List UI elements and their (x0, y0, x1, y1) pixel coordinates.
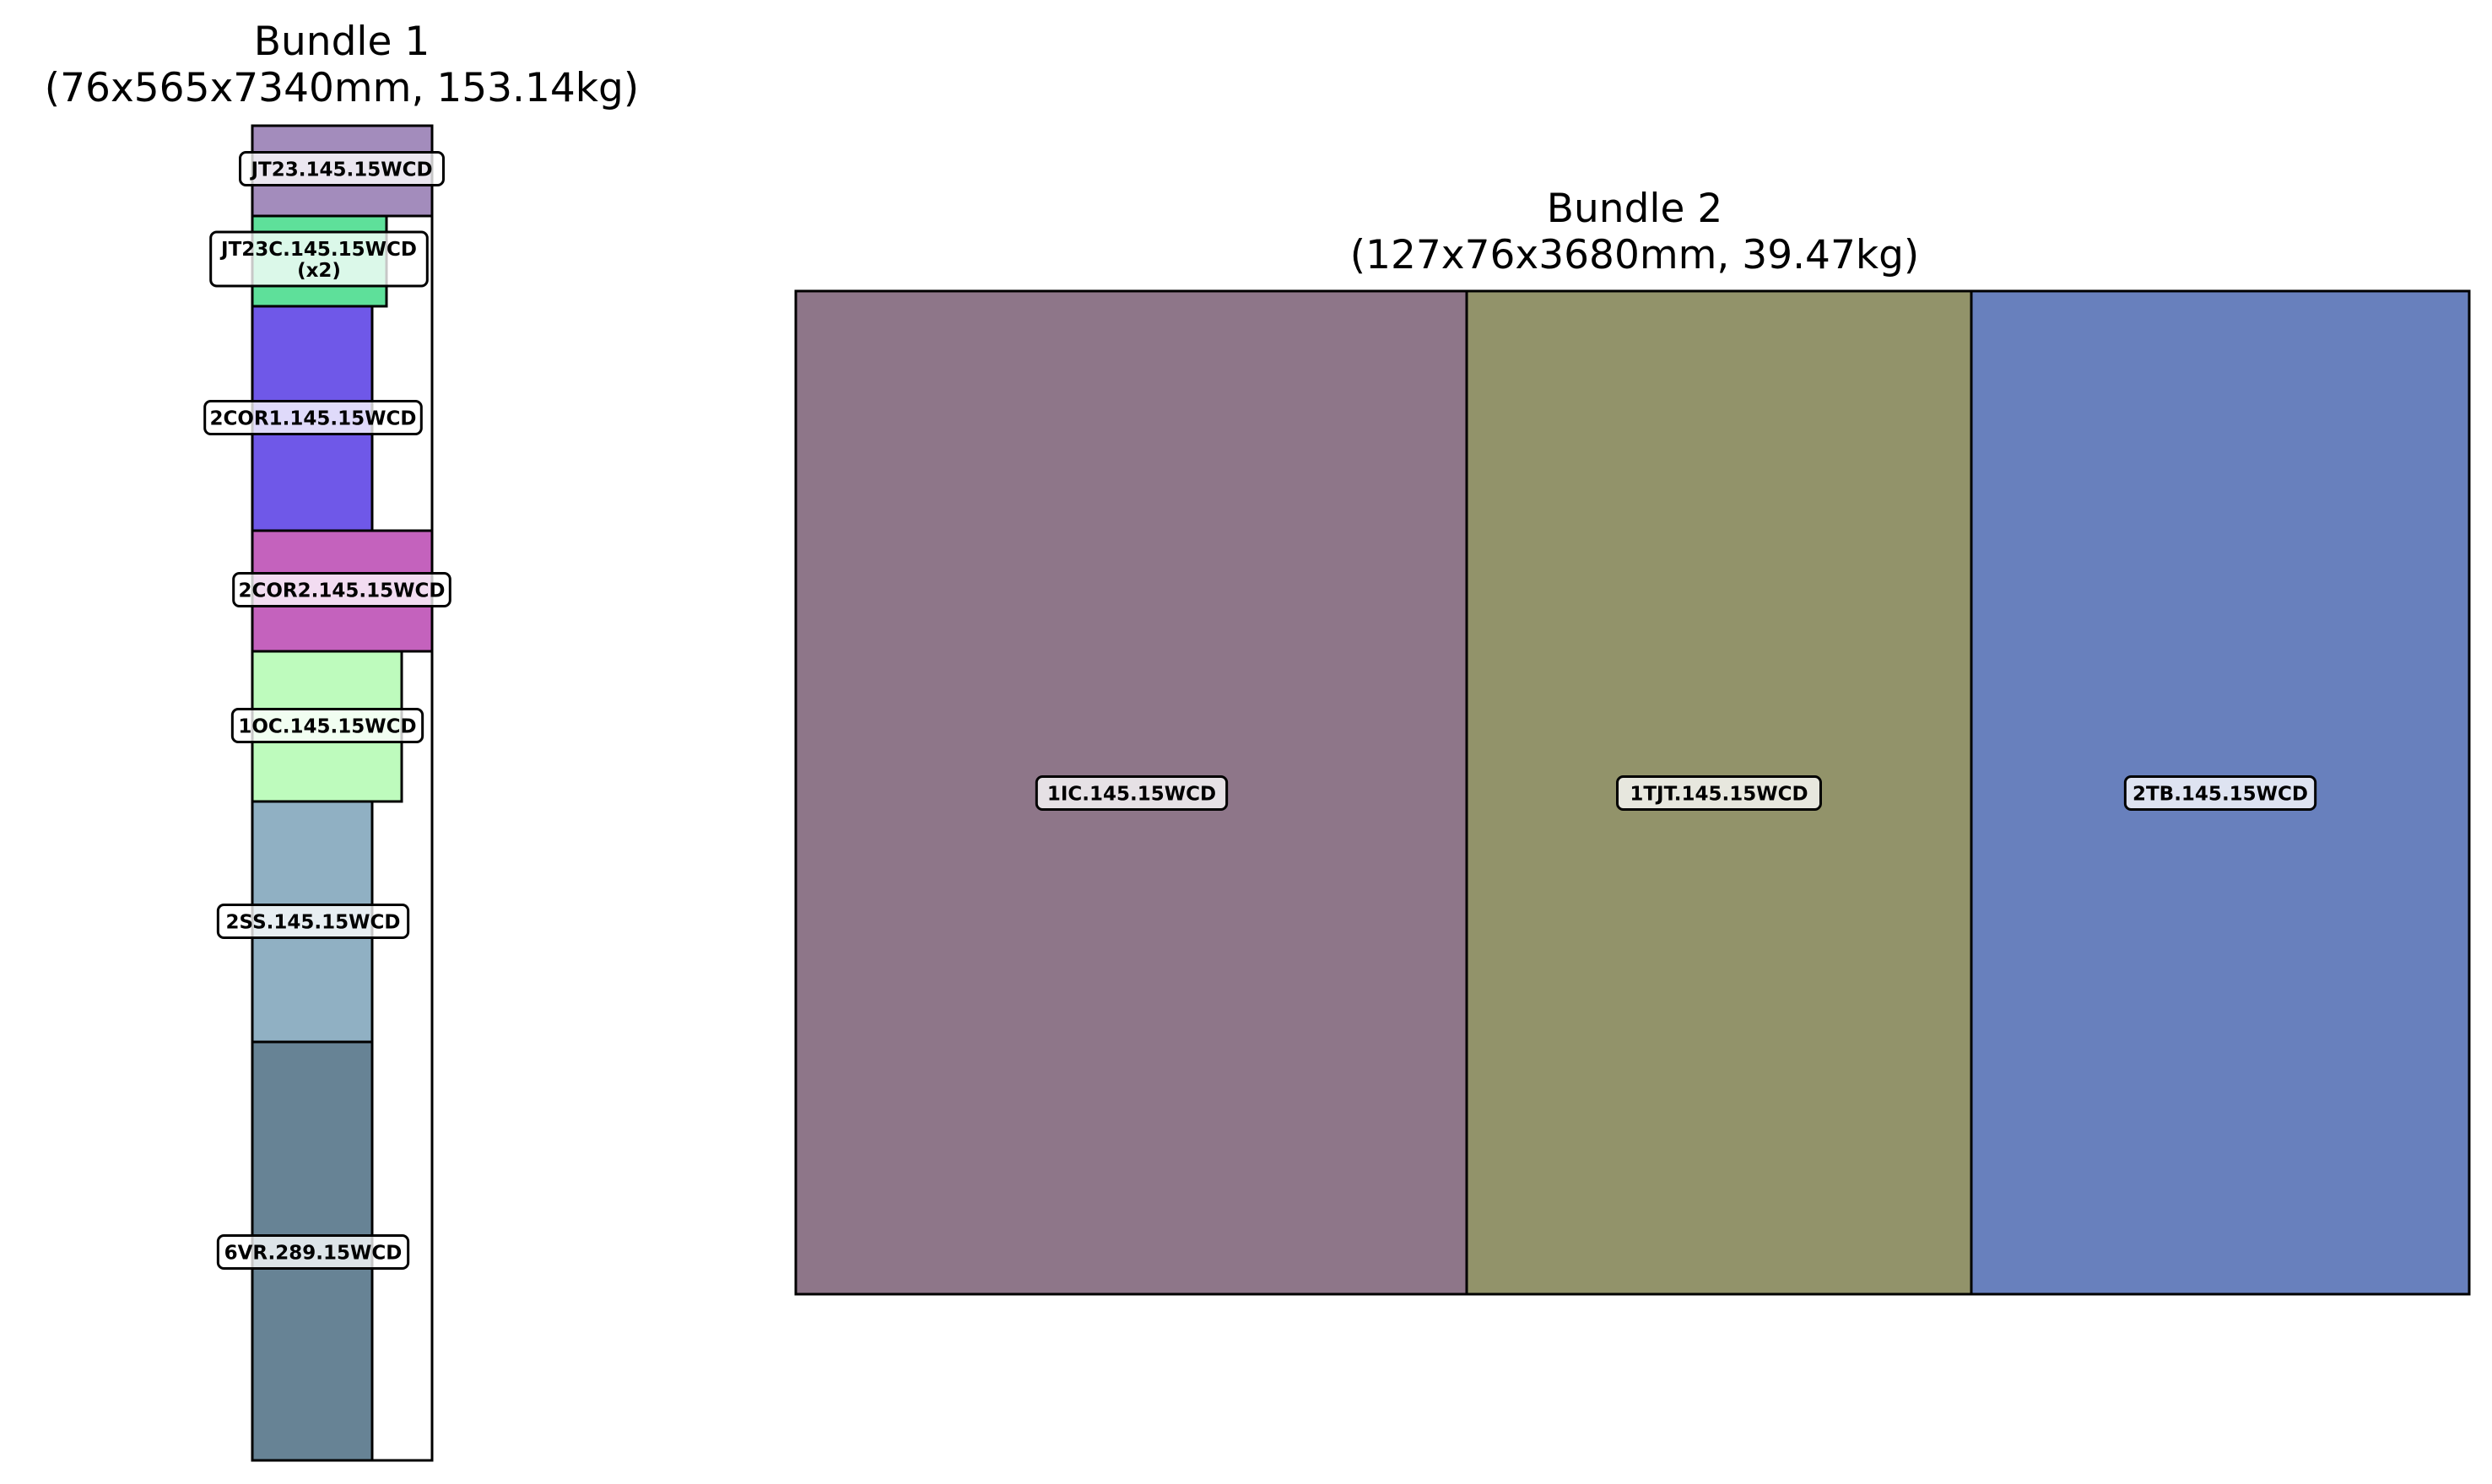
bundle1-part-label-1-text: JT23.145.15WCD (249, 159, 432, 181)
bundle1-part-label-1: JT23.145.15WCD (239, 151, 445, 186)
bundle2-title-text: Bundle 2 (1546, 186, 1723, 232)
bundle1-part-label-7-box (216, 1234, 410, 1270)
bundle1-part-label-3-text: 2COR1.145.15WCD (210, 407, 417, 429)
bundle1-part-label-2: JT23C.145.15WCD (x2) (209, 230, 429, 288)
bundle1-part-label-5-box (230, 708, 424, 743)
bundle1-part-label-6-text: 2SS.145.15WCD (226, 911, 401, 933)
bundle2-part-label-1-text: 1IC.145.15WCD (1047, 783, 1216, 805)
bundle1-part-label-5: 1OC.145.15WCD (230, 708, 424, 743)
bundle2-subtitle: (127x76x3680mm, 39.47kg) (1349, 232, 1920, 278)
bundle2-part-label-1: 1IC.145.15WCD (1035, 775, 1229, 811)
bundle1-part-label-1-box (239, 151, 445, 186)
bundle2-part-label-3-box (2123, 775, 2317, 811)
bundle2-part-label-2-text: 1TJT.145.15WCD (1630, 783, 1808, 805)
bundle1-title: Bundle 1 (76x565x7340mm, 153.14kg) (45, 19, 639, 111)
bundle2-part-label-3: 2TB.145.15WCD (2123, 775, 2317, 811)
bundle1-part-label-6-box (216, 904, 410, 939)
bundle1-part-label-4: 2COR2.145.15WCD (232, 572, 451, 607)
bundle1-part-label-2-text: JT23C.145.15WCD (x2) (219, 239, 417, 282)
bundle1-part-label-4-text: 2COR2.145.15WCD (239, 580, 446, 602)
bundle1-part-label-2-box (209, 230, 429, 288)
bundle2-part-label-2-box (1616, 775, 1822, 811)
bundle1-part-label-6: 2SS.145.15WCD (216, 904, 410, 939)
bundle1-part-label-4-box (232, 572, 451, 607)
bundle2-part-label-1-box (1035, 775, 1229, 811)
bundle1-part-label-5-text: 1OC.145.15WCD (238, 715, 416, 737)
bundle2-title: Bundle 2 (127x76x3680mm, 39.47kg) (1350, 186, 1919, 278)
bundle1-part-label-3-box (203, 400, 423, 435)
bundle2-part-label-3-text: 2TB.145.15WCD (2133, 783, 2308, 805)
bundle1-title-text: Bundle 1 (253, 19, 430, 65)
bundle1-part-label-7: 6VR.289.15WCD (216, 1234, 410, 1270)
bundle1-subtitle: (76x565x7340mm, 153.14kg) (44, 65, 640, 111)
bundle2-part-label-2: 1TJT.145.15WCD (1616, 775, 1822, 811)
bundle1-part-label-7-text: 6VR.289.15WCD (224, 1242, 403, 1264)
bundle1-part-label-3: 2COR1.145.15WCD (203, 400, 423, 435)
